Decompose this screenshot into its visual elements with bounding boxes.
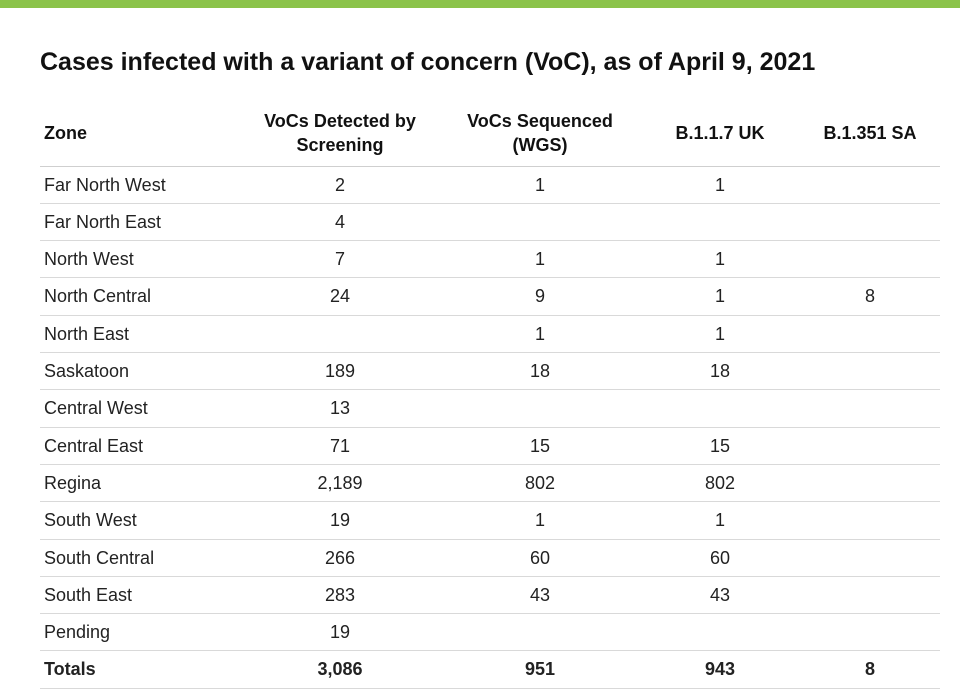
cell-wgs: 1 — [440, 502, 640, 539]
cell-wgs: 15 — [440, 427, 640, 464]
page-title: Cases infected with a variant of concern… — [40, 48, 920, 77]
cell-sa — [800, 427, 940, 464]
cell-sa — [800, 166, 940, 203]
cell-uk: 60 — [640, 539, 800, 576]
cell-wgs — [440, 614, 640, 651]
cell-uk: 18 — [640, 353, 800, 390]
cell-uk: 1 — [640, 502, 800, 539]
cell-zone: Totals — [40, 651, 240, 688]
cell-zone: North West — [40, 241, 240, 278]
cell-zone: Saskatoon — [40, 353, 240, 390]
table-row: North Central 24 9 1 8 — [40, 278, 940, 315]
cell-sa — [800, 241, 940, 278]
cell-zone: North East — [40, 315, 240, 352]
cell-scr: 7 — [240, 241, 440, 278]
cell-zone: North Central — [40, 278, 240, 315]
cell-uk — [640, 614, 800, 651]
cell-wgs: 802 — [440, 464, 640, 501]
table-row: South West 19 1 1 — [40, 502, 940, 539]
cell-scr: 4 — [240, 203, 440, 240]
table-row: Saskatoon 189 18 18 — [40, 353, 940, 390]
cell-zone: Central East — [40, 427, 240, 464]
voc-table: Zone VoCs Detected by Screening VoCs Seq… — [40, 101, 940, 689]
cell-wgs: 60 — [440, 539, 640, 576]
cell-scr: 71 — [240, 427, 440, 464]
cell-uk: 1 — [640, 315, 800, 352]
cell-scr: 189 — [240, 353, 440, 390]
cell-scr: 283 — [240, 576, 440, 613]
cell-wgs — [440, 203, 640, 240]
table-totals-row: Totals 3,086 951 943 8 — [40, 651, 940, 688]
cell-wgs — [440, 390, 640, 427]
cell-zone: Regina — [40, 464, 240, 501]
cell-sa — [800, 353, 940, 390]
content: Cases infected with a variant of concern… — [0, 8, 960, 689]
cell-sa — [800, 464, 940, 501]
table-row: Far North East 4 — [40, 203, 940, 240]
table-row: Regina 2,189 802 802 — [40, 464, 940, 501]
col-zone: Zone — [40, 101, 240, 166]
cell-sa — [800, 390, 940, 427]
cell-scr: 19 — [240, 614, 440, 651]
table-row: Central West 13 — [40, 390, 940, 427]
cell-scr: 3,086 — [240, 651, 440, 688]
cell-scr: 13 — [240, 390, 440, 427]
cell-zone: South Central — [40, 539, 240, 576]
table-header: Zone VoCs Detected by Screening VoCs Seq… — [40, 101, 940, 166]
cell-wgs: 9 — [440, 278, 640, 315]
cell-scr: 2 — [240, 166, 440, 203]
cell-uk: 1 — [640, 278, 800, 315]
col-uk: B.1.1.7 UK — [640, 101, 800, 166]
cell-wgs: 43 — [440, 576, 640, 613]
cell-zone: South West — [40, 502, 240, 539]
table-body: Far North West 2 1 1 Far North East 4 No… — [40, 166, 940, 688]
table-row: South East 283 43 43 — [40, 576, 940, 613]
cell-wgs: 1 — [440, 241, 640, 278]
table-row: North West 7 1 1 — [40, 241, 940, 278]
col-screening: VoCs Detected by Screening — [240, 101, 440, 166]
cell-sa — [800, 203, 940, 240]
cell-sa — [800, 315, 940, 352]
cell-sa: 8 — [800, 651, 940, 688]
cell-wgs: 18 — [440, 353, 640, 390]
cell-zone: Far North East — [40, 203, 240, 240]
cell-scr — [240, 315, 440, 352]
table-row: North East 1 1 — [40, 315, 940, 352]
cell-zone: South East — [40, 576, 240, 613]
cell-scr: 24 — [240, 278, 440, 315]
cell-scr: 2,189 — [240, 464, 440, 501]
cell-wgs: 951 — [440, 651, 640, 688]
col-sa: B.1.351 SA — [800, 101, 940, 166]
cell-wgs: 1 — [440, 166, 640, 203]
cell-uk: 1 — [640, 166, 800, 203]
cell-uk: 43 — [640, 576, 800, 613]
cell-uk: 802 — [640, 464, 800, 501]
cell-sa: 8 — [800, 278, 940, 315]
accent-bar — [0, 0, 960, 8]
cell-zone: Far North West — [40, 166, 240, 203]
cell-scr: 266 — [240, 539, 440, 576]
page: Cases infected with a variant of concern… — [0, 0, 960, 690]
cell-uk — [640, 390, 800, 427]
table-row: Central East 71 15 15 — [40, 427, 940, 464]
cell-scr: 19 — [240, 502, 440, 539]
table-row: Pending 19 — [40, 614, 940, 651]
cell-zone: Central West — [40, 390, 240, 427]
cell-zone: Pending — [40, 614, 240, 651]
cell-sa — [800, 539, 940, 576]
cell-sa — [800, 614, 940, 651]
cell-uk: 1 — [640, 241, 800, 278]
cell-wgs: 1 — [440, 315, 640, 352]
col-wgs: VoCs Sequenced (WGS) — [440, 101, 640, 166]
cell-sa — [800, 502, 940, 539]
cell-sa — [800, 576, 940, 613]
cell-uk — [640, 203, 800, 240]
table-row: Far North West 2 1 1 — [40, 166, 940, 203]
cell-uk: 943 — [640, 651, 800, 688]
cell-uk: 15 — [640, 427, 800, 464]
table-row: South Central 266 60 60 — [40, 539, 940, 576]
